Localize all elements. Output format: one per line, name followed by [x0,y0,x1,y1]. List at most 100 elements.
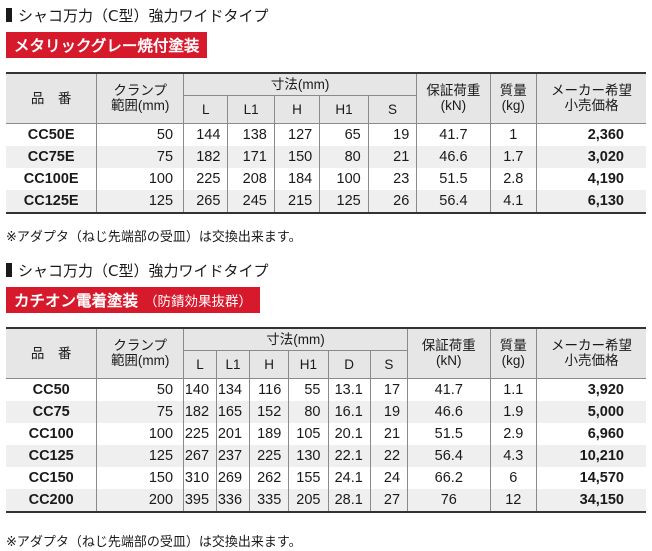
header-item: 品 番 [6,72,97,124]
section2-banner: カチオン電着塗装 （防錆効果抜群） [6,287,261,313]
clamp-range: 50 [96,378,184,401]
dim-value: 24.1 [327,466,371,489]
dim-value: 155 [288,466,328,489]
header-dim-col: L1 [227,95,275,124]
clamp-range: 125 [96,444,184,467]
header-item: 品 番 [6,327,97,379]
header-clamp-top: クランプ [113,338,167,354]
dim-value: 269 [216,466,250,489]
load-value: 41.7 [416,123,491,146]
table-row: CC200 200 395 336 335 205 28.1 27 76 12 … [6,488,646,513]
dim-value: 152 [249,400,289,423]
dim-value: 19 [367,123,417,146]
dim-value: 13.1 [327,378,371,401]
dim-value: 65 [319,123,369,146]
dim-value: 105 [288,422,328,445]
dim-value: 23 [367,167,417,190]
mass-value: 2.9 [489,422,537,445]
price-value: 6,960 [536,422,646,445]
header-price-top: メーカー希望 [551,338,632,354]
dim-value: 80 [288,400,328,423]
load-value: 76 [407,488,491,513]
table-row: CC150 150 310 269 262 155 24.1 24 66.2 6… [6,466,646,489]
mass-value: 1.7 [489,145,537,168]
header-mass-top: 質量 [499,83,527,99]
dim-value: 125 [319,189,369,214]
mass-value: 2.8 [489,167,537,190]
dim-value: 215 [273,189,320,214]
header-dim-col: L [183,350,217,379]
product-code: CC75E [6,145,97,168]
header-dim-col: S [369,350,408,379]
price-value: 6,130 [536,189,646,214]
dim-value: 116 [249,378,289,401]
dim-value: 28.1 [327,488,371,513]
table-row: CC125 125 267 237 225 130 22.1 22 56.4 4… [6,444,646,467]
header-mass: 質量 (kg) [489,327,537,379]
mass-value: 4.1 [489,189,537,214]
dim-value: 201 [216,422,250,445]
header-load-bottom: (kN) [440,98,467,114]
dim-value: 19 [369,400,408,423]
product-code: CC125 [6,444,97,467]
header-load-top: 保証荷重 [426,83,481,99]
section2-banner-text: カチオン電着塗装 [14,292,139,310]
table-row: CC100 100 225 201 189 105 20.1 21 51.5 2… [6,422,646,445]
dim-value: 16.1 [327,400,371,423]
load-value: 51.5 [407,422,491,445]
header-mass-bottom: (kg) [501,98,525,114]
clamp-range: 100 [96,422,184,445]
table-row: CC50 50 140 134 116 55 13.1 17 41.7 1.1 … [6,378,646,401]
section2-heading: シャコ万力（C型）強力ワイドタイプ [6,259,268,281]
load-value: 51.5 [416,167,491,190]
clamp-range: 50 [96,123,184,146]
header-clamp-bottom: 範囲(mm) [110,98,170,114]
price-value: 14,570 [536,466,646,489]
dim-value: 171 [227,145,275,168]
dim-value: 22 [369,444,408,467]
load-value: 46.6 [407,400,491,423]
clamp-range: 200 [96,488,184,513]
header-price: メーカー希望 小売価格 [536,327,646,379]
load-value: 56.4 [416,189,491,214]
heading-bullet-icon [6,8,12,22]
price-value: 3,920 [536,378,646,401]
load-value: 66.2 [407,466,491,489]
load-value: 46.6 [416,145,491,168]
header-clamp-bottom: 範囲(mm) [110,353,170,369]
header-mass-bottom: (kg) [501,353,525,369]
header-mass: 質量 (kg) [489,72,537,124]
section1-heading: シャコ万力（C型）強力ワイドタイプ [6,4,268,26]
dim-value: 21 [367,145,417,168]
header-price-bottom: 小売価格 [564,98,619,114]
dim-value: 21 [369,422,408,445]
header-price-top: メーカー希望 [551,83,632,99]
clamp-range: 150 [96,466,184,489]
header-load: 保証荷重 (kN) [416,72,491,124]
product-code: CC150 [28,469,74,486]
header-dims: 寸法(mm) [183,72,417,96]
dim-value: 189 [249,422,289,445]
section2-note: ※アダプタ（ねじ先端部の受皿）は交換出来ます。 [6,535,302,550]
dim-value: 127 [273,123,320,146]
dim-value: 17 [369,378,408,401]
table-row: CC125E 125 265 245 215 125 26 56.4 4.1 6… [6,189,646,214]
header-clamp-top: クランプ [113,83,167,99]
dim-value: 267 [183,444,217,467]
mass-value: 12 [489,488,537,513]
dim-value: 22.1 [327,444,371,467]
product-code: CC200 [6,488,97,513]
mass-value: 1.9 [489,400,537,423]
header-dim-col: H1 [319,95,369,124]
dim-value: 100 [319,167,369,190]
dim-value: 182 [183,145,228,168]
product-code: CC75 [6,400,97,423]
price-value: 5,000 [536,400,646,423]
mass-value: 6 [489,466,537,489]
section1-banner: メタリックグレー焼付塗装 [6,32,208,58]
product-code: CC100E [23,170,79,187]
section1-heading-text: シャコ万力（C型）強力ワイドタイプ [18,6,269,25]
dim-value: 80 [319,145,369,168]
dim-value: 395 [183,488,217,513]
load-value: 41.7 [407,378,491,401]
